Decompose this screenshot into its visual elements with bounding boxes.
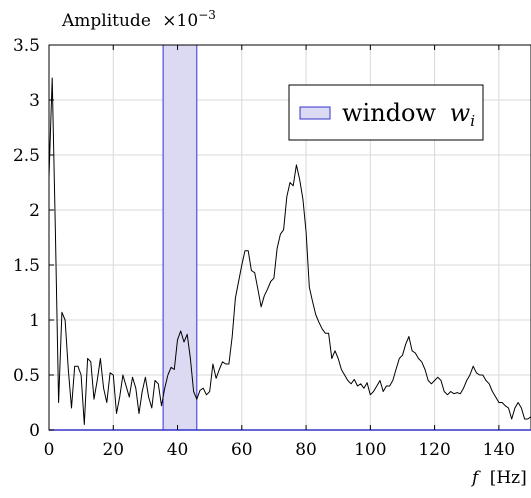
x-tick-label: 40 [167, 440, 189, 460]
x-tick-label: 140 [483, 440, 515, 460]
x-tick-label: 80 [295, 440, 317, 460]
y-axis-exponent: ×10 [162, 11, 198, 31]
y-tick-label: 1 [29, 311, 40, 331]
x-axis-label-var: f [470, 468, 481, 488]
x-tick-label: 60 [231, 440, 253, 460]
y-axis-exponent-power: −3 [198, 8, 216, 22]
legend-label-sub: i [470, 112, 475, 130]
y-tick-label: 0.5 [13, 366, 40, 386]
legend-label-text: window [342, 99, 436, 127]
x-tick-label: 120 [418, 440, 450, 460]
legend-swatch [300, 107, 330, 119]
legend: window wi [289, 85, 483, 140]
y-tick-label: 3.5 [13, 36, 40, 56]
y-tick-label: 2.5 [13, 146, 40, 166]
legend-label-var: w [450, 99, 471, 127]
y-axis-label-text: Amplitude [61, 11, 151, 31]
x-axis-label-unit: [Hz] [490, 468, 527, 488]
y-tick-label: 3 [29, 91, 40, 111]
x-tick-label: 20 [102, 440, 124, 460]
x-tick-label: 0 [44, 440, 55, 460]
y-axis-label: Amplitude ×10−3 [61, 8, 216, 31]
y-tick-label: 0 [29, 421, 40, 441]
x-tick-label: 100 [354, 440, 386, 460]
y-tick-label: 2 [29, 201, 40, 221]
x-axis-label: f [Hz] [470, 468, 527, 488]
legend-entry-window: window wi [342, 99, 475, 130]
y-tick-label: 1.5 [13, 256, 40, 276]
